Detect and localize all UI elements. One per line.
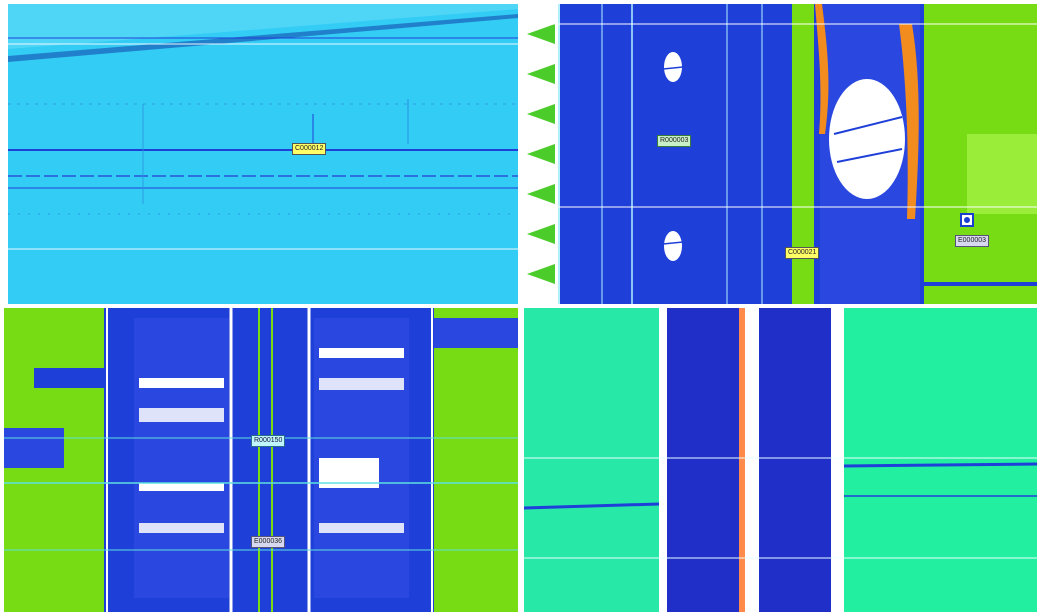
panel-top-left: C000012 <box>8 4 518 304</box>
scan-image-bottom-right <box>524 308 1037 612</box>
marker-label[interactable]: E000036 <box>251 536 286 548</box>
panel-bottom-left: R000150 E000036 <box>4 308 518 612</box>
marker-label[interactable]: E000003 <box>955 235 990 247</box>
marker-label[interactable]: C000021 <box>785 247 820 259</box>
marker-label[interactable]: R000150 <box>251 435 286 447</box>
scan-image-top-left <box>8 4 518 250</box>
panel-top-right: R000003 C000021 E000003 <box>527 4 1037 304</box>
marker-label[interactable]: C000012 <box>292 143 327 155</box>
target-icon[interactable] <box>960 213 974 227</box>
panel-bottom-right <box>524 308 1037 612</box>
marker-label[interactable]: R000003 <box>657 135 692 147</box>
scan-image-bottom-left <box>4 308 518 612</box>
scan-image-top-right <box>527 4 1037 304</box>
